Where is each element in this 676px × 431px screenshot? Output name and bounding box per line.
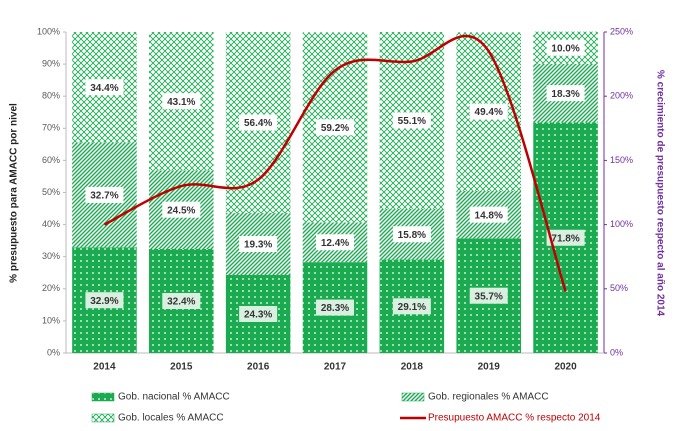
- value-label-box: [239, 305, 278, 322]
- value-label: 28.3%: [321, 303, 349, 314]
- y-tick-label: 60%: [42, 155, 60, 165]
- value-label-box: [316, 299, 354, 316]
- value-label-box: [392, 226, 431, 243]
- legend-label: Presupuesto AMACC % respecto 2014: [428, 413, 601, 424]
- legend-label: Gob. nacional % AMACC: [118, 392, 230, 403]
- y2-tick-label: 50%: [610, 283, 628, 293]
- value-label: 24.3%: [244, 310, 272, 321]
- value-label: 43.1%: [167, 97, 195, 108]
- value-label: 15.8%: [398, 230, 426, 241]
- value-label-box: [546, 85, 585, 102]
- y2-axis-label: % crecimiento de presupuesto respecto al…: [654, 70, 665, 317]
- x-tick-label: 2018: [401, 362, 424, 373]
- y-tick-label: 80%: [42, 91, 60, 101]
- y-tick-label: 50%: [42, 187, 60, 197]
- x-tick-label: 2020: [554, 362, 577, 373]
- value-label: 32.7%: [90, 191, 118, 202]
- value-label-box: [85, 186, 124, 203]
- value-label-box: [162, 93, 201, 110]
- y-tick-label: 20%: [42, 283, 60, 293]
- value-label-box: [392, 298, 431, 315]
- y-tick-label: 30%: [42, 251, 60, 261]
- value-label: 14.8%: [475, 210, 503, 221]
- value-label-box: [162, 201, 201, 218]
- value-label-box: [162, 292, 201, 309]
- y2-tick-label: 200%: [610, 91, 633, 101]
- value-label-box: [546, 39, 585, 56]
- value-label-box: [316, 234, 354, 251]
- value-label: 18.3%: [551, 89, 579, 100]
- y-tick-label: 100%: [37, 26, 60, 36]
- legend-swatch: [401, 392, 425, 402]
- y2-tick-label: 100%: [610, 219, 633, 229]
- x-tick-label: 2016: [247, 362, 270, 373]
- value-label: 35.7%: [475, 291, 503, 302]
- value-label: 32.9%: [90, 296, 118, 307]
- value-label: 55.1%: [398, 116, 426, 127]
- line-series: [103, 34, 567, 292]
- y-tick-label: 70%: [42, 123, 60, 133]
- value-label: 29.1%: [398, 302, 426, 313]
- value-label-box: [316, 119, 354, 136]
- value-label: 12.4%: [321, 238, 349, 249]
- x-tick-label: 2014: [93, 362, 116, 373]
- y2-tick-label: 250%: [610, 26, 633, 36]
- value-label-box: [469, 103, 508, 120]
- value-label-box: [239, 236, 278, 253]
- x-tick-label: 2019: [478, 362, 501, 373]
- value-label: 34.4%: [90, 83, 118, 94]
- y-tick-label: 10%: [42, 315, 60, 325]
- value-label-box: [239, 114, 278, 131]
- y-axis-label: % presupuesto para AMACC por nivel: [9, 103, 20, 283]
- value-label: 19.3%: [244, 240, 272, 251]
- value-label: 32.4%: [167, 297, 195, 308]
- legend-swatch: [91, 413, 115, 423]
- legend-label: Gob. locales % AMACC: [118, 413, 224, 424]
- legend-label: Gob. regionales % AMACC: [428, 392, 549, 403]
- value-label: 24.5%: [167, 205, 195, 216]
- y2-tick-label: 0%: [610, 347, 623, 357]
- value-label: 59.2%: [321, 123, 349, 134]
- value-label: 49.4%: [475, 107, 503, 118]
- value-label-box: [392, 112, 431, 129]
- value-label-box: [85, 79, 124, 96]
- value-label-box: [469, 206, 508, 223]
- y2-tick-label: 150%: [610, 155, 633, 165]
- y-tick-label: 40%: [42, 219, 60, 229]
- value-label-box: [85, 292, 124, 309]
- value-label-box: [546, 229, 585, 246]
- x-tick-label: 2015: [170, 362, 193, 373]
- legend-swatch: [91, 392, 115, 402]
- x-tick-label: 2017: [324, 362, 347, 373]
- value-label: 71.8%: [551, 233, 579, 244]
- y-tick-label: 90%: [42, 58, 60, 68]
- value-label-box: [469, 287, 508, 304]
- y-tick-label: 0%: [47, 347, 60, 357]
- value-label: 56.4%: [244, 118, 272, 129]
- value-label: 10.0%: [551, 43, 579, 54]
